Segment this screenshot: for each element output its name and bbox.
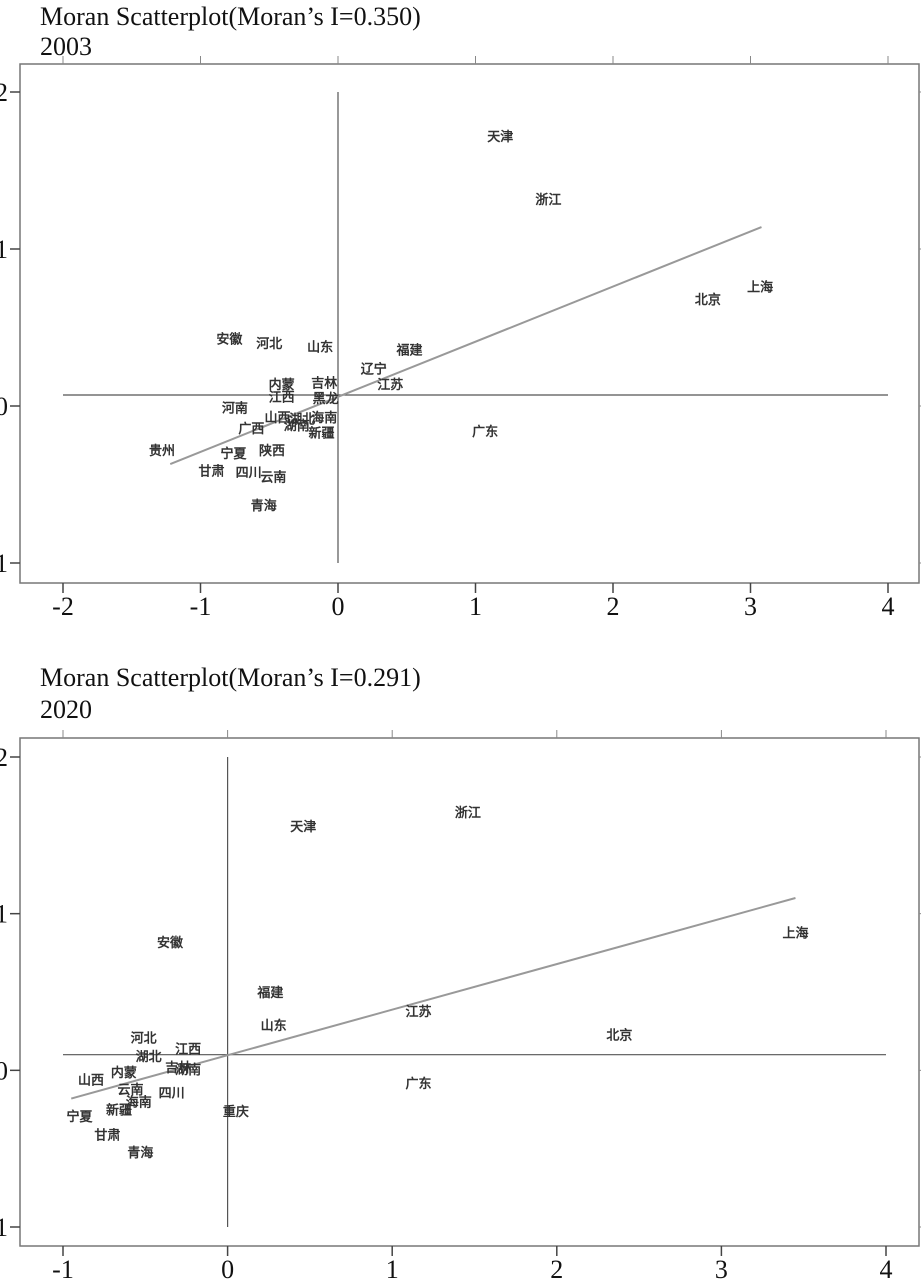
point-label: 宁夏 <box>220 446 247 462</box>
point-label: 甘肃 <box>198 463 224 479</box>
point-label: 海南 <box>126 1095 152 1111</box>
point-label: 湖北 <box>136 1050 162 1065</box>
point-label: 山西 <box>264 410 290 426</box>
x-tick-label: -1 <box>52 1255 74 1281</box>
x-tick-label: -2 <box>52 592 74 621</box>
point-label: 四川 <box>159 1086 185 1101</box>
y-tick-label: 2 <box>0 743 8 772</box>
point-label: 辽宁 <box>361 361 387 377</box>
point-label: 江苏 <box>406 1004 432 1020</box>
chart-panel-2020: Moran Scatterplot(Moran’s I=0.291) 2020 … <box>0 661 921 1281</box>
point-label: 河北 <box>256 336 282 352</box>
point-label: 安徽 <box>216 331 243 347</box>
point-label: 广西 <box>238 421 264 437</box>
point-label: 山西 <box>78 1073 104 1089</box>
y-tick-label: 0 <box>0 1056 8 1085</box>
point-label: 天津 <box>290 819 316 835</box>
point-label: 甘肃 <box>94 1128 120 1144</box>
x-tick-label: 4 <box>880 1255 893 1281</box>
y-tick-label: 0 <box>0 392 8 421</box>
point-label: 山东 <box>261 1018 287 1034</box>
point-label: 福建 <box>395 342 422 358</box>
y-tick-label: 1 <box>0 900 8 929</box>
x-tick-label: 2 <box>607 592 620 621</box>
point-label: 河南 <box>222 401 248 417</box>
point-label: 浙江 <box>535 192 561 208</box>
point-label: 北京 <box>695 292 721 308</box>
point-label: 浙江 <box>455 805 481 821</box>
point-label: 重庆 <box>223 1104 249 1120</box>
y-tick-label: -1 <box>0 1213 8 1242</box>
point-label: 内蒙 <box>269 377 295 393</box>
x-tick-label: 1 <box>469 592 482 621</box>
point-label: 新疆 <box>308 426 334 442</box>
point-label: 青海 <box>127 1145 153 1161</box>
point-label: 贵州 <box>149 443 175 459</box>
point-label: 河北 <box>131 1030 157 1046</box>
plot-frame <box>19 737 920 1247</box>
point-label: 湖北 <box>289 413 315 428</box>
x-tick-label: 0 <box>221 1255 234 1281</box>
point-label: 吉林 <box>165 1060 191 1076</box>
point-label: 江西 <box>269 390 295 406</box>
point-label: 北京 <box>606 1027 632 1043</box>
point-label: 云南 <box>260 470 286 486</box>
point-label: 新疆 <box>106 1103 132 1119</box>
point-label: 陕西 <box>259 443 285 459</box>
x-tick-label: -1 <box>190 592 212 621</box>
y-tick-label: 2 <box>0 78 8 107</box>
x-tick-label: 4 <box>882 592 895 621</box>
regression-line <box>169 226 762 466</box>
point-label: 吉林 <box>311 375 337 391</box>
point-label: 安徽 <box>157 935 184 951</box>
point-label: 上海 <box>747 280 773 296</box>
point-label: 天津 <box>487 129 513 145</box>
point-label: 青海 <box>251 498 277 514</box>
chart-title: Moran Scatterplot(Moran’s I=0.291) <box>40 663 421 692</box>
point-label: 云南 <box>117 1082 143 1098</box>
point-label: 海南 <box>311 410 337 426</box>
point-label: 内蒙 <box>111 1065 137 1081</box>
point-label: 宁夏 <box>66 1109 93 1125</box>
x-tick-label: 2 <box>550 1255 563 1281</box>
point-label: 江苏 <box>377 377 403 393</box>
x-tick-label: 3 <box>744 592 757 621</box>
chart-title: Moran Scatterplot(Moran’s I=0.350) <box>40 2 421 31</box>
plot-frame <box>19 63 920 584</box>
point-label: 江西 <box>175 1041 201 1057</box>
chart-subtitle: 2003 <box>40 32 92 61</box>
x-tick-label: 1 <box>386 1255 399 1281</box>
point-label: 四川 <box>236 466 262 481</box>
regression-line <box>70 897 796 1100</box>
point-label: 黑龙 <box>313 391 339 407</box>
point-label: 上海 <box>782 925 808 941</box>
point-label: 广东 <box>472 424 498 440</box>
point-label: 山东 <box>307 339 333 355</box>
chart-panel-2003: Moran Scatterplot(Moran’s I=0.350) 2003 … <box>0 0 921 640</box>
point-label: 湖南 <box>175 1062 201 1078</box>
chart-subtitle: 2020 <box>40 695 92 724</box>
point-label: 湖南 <box>284 418 310 434</box>
x-tick-label: 3 <box>715 1255 728 1281</box>
x-tick-label: 0 <box>332 592 345 621</box>
point-label: 福建 <box>256 985 283 1001</box>
y-tick-label: -1 <box>0 549 8 578</box>
point-label: 广东 <box>406 1076 432 1092</box>
y-tick-label: 1 <box>0 235 8 264</box>
